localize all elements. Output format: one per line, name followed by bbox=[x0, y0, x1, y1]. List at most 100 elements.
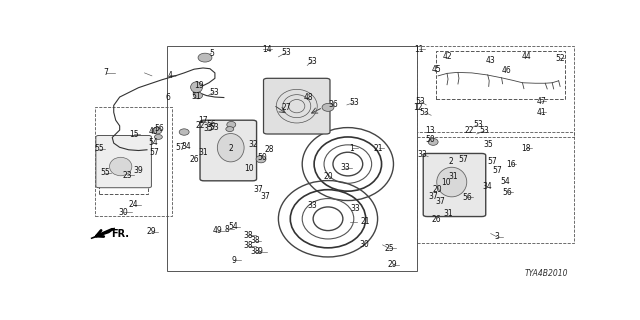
Text: 49: 49 bbox=[213, 226, 223, 235]
Text: 30: 30 bbox=[119, 208, 129, 217]
Text: 53: 53 bbox=[209, 88, 219, 97]
Text: 21: 21 bbox=[360, 218, 370, 227]
FancyBboxPatch shape bbox=[423, 154, 486, 217]
Text: 12: 12 bbox=[413, 103, 423, 112]
Text: 26: 26 bbox=[431, 215, 441, 224]
Ellipse shape bbox=[198, 53, 212, 62]
Text: 11: 11 bbox=[414, 45, 424, 54]
Text: 45: 45 bbox=[431, 65, 441, 74]
Text: 29: 29 bbox=[388, 260, 397, 269]
Text: 53: 53 bbox=[209, 123, 219, 132]
Text: 28: 28 bbox=[265, 145, 274, 154]
Ellipse shape bbox=[227, 121, 236, 128]
Text: 24: 24 bbox=[129, 200, 138, 209]
Ellipse shape bbox=[152, 128, 162, 134]
Text: 27: 27 bbox=[281, 103, 291, 112]
Text: 31: 31 bbox=[448, 172, 458, 181]
Text: 30: 30 bbox=[359, 240, 369, 249]
Ellipse shape bbox=[191, 82, 202, 92]
Text: 10: 10 bbox=[244, 164, 253, 173]
Ellipse shape bbox=[179, 129, 189, 135]
Text: 53: 53 bbox=[415, 97, 425, 106]
Text: 53: 53 bbox=[307, 57, 317, 66]
Ellipse shape bbox=[193, 92, 202, 99]
Text: 57: 57 bbox=[150, 148, 159, 157]
Text: 50: 50 bbox=[258, 153, 268, 163]
Bar bbox=[417, 46, 573, 137]
Ellipse shape bbox=[322, 103, 334, 111]
Bar bbox=[167, 46, 417, 271]
Text: 7: 7 bbox=[103, 68, 108, 77]
Text: 18: 18 bbox=[522, 144, 531, 153]
Text: 56: 56 bbox=[502, 188, 513, 197]
Text: 19: 19 bbox=[194, 81, 204, 90]
Text: 25: 25 bbox=[384, 244, 394, 253]
Text: 35: 35 bbox=[484, 140, 493, 149]
Text: 47: 47 bbox=[536, 97, 546, 106]
Text: TYA4B2010: TYA4B2010 bbox=[525, 269, 568, 278]
Ellipse shape bbox=[226, 127, 234, 132]
Text: 43: 43 bbox=[486, 56, 495, 65]
Text: 4: 4 bbox=[168, 71, 173, 80]
Text: 22: 22 bbox=[464, 126, 474, 135]
Text: 54: 54 bbox=[500, 177, 511, 186]
Text: 53: 53 bbox=[349, 98, 358, 107]
Text: 53: 53 bbox=[473, 120, 483, 129]
Text: 56: 56 bbox=[462, 193, 472, 202]
Ellipse shape bbox=[436, 167, 467, 197]
FancyBboxPatch shape bbox=[96, 135, 152, 188]
Bar bbox=[99, 138, 148, 194]
Ellipse shape bbox=[109, 157, 132, 176]
Text: 53: 53 bbox=[281, 48, 291, 57]
Text: 38: 38 bbox=[250, 236, 260, 245]
FancyBboxPatch shape bbox=[264, 78, 330, 134]
Text: 38: 38 bbox=[244, 230, 253, 240]
Ellipse shape bbox=[256, 156, 266, 163]
Text: 10: 10 bbox=[441, 178, 451, 187]
Text: 57: 57 bbox=[175, 143, 185, 152]
Text: 38: 38 bbox=[244, 241, 253, 250]
Text: 3: 3 bbox=[494, 232, 499, 241]
Text: 23: 23 bbox=[122, 171, 132, 180]
Text: 38: 38 bbox=[250, 247, 260, 256]
Text: 13: 13 bbox=[425, 126, 435, 135]
Text: 33: 33 bbox=[417, 150, 427, 159]
Bar bbox=[95, 108, 172, 216]
Text: 2: 2 bbox=[229, 144, 234, 153]
Bar bbox=[436, 51, 565, 99]
FancyBboxPatch shape bbox=[200, 120, 257, 181]
Text: 6: 6 bbox=[166, 93, 171, 102]
Text: 26: 26 bbox=[189, 155, 199, 164]
Text: 54: 54 bbox=[148, 138, 158, 147]
Text: 20: 20 bbox=[432, 185, 442, 195]
Text: 44: 44 bbox=[522, 52, 531, 61]
Text: 37: 37 bbox=[429, 192, 438, 201]
Text: 34: 34 bbox=[182, 142, 191, 151]
Text: 21: 21 bbox=[374, 144, 383, 153]
Text: 39: 39 bbox=[134, 166, 143, 175]
Text: 56: 56 bbox=[207, 120, 216, 129]
Text: 29: 29 bbox=[146, 227, 156, 236]
Text: 14: 14 bbox=[262, 45, 272, 54]
Text: 51: 51 bbox=[192, 92, 202, 101]
Text: 42: 42 bbox=[442, 52, 452, 61]
Text: 55: 55 bbox=[94, 144, 104, 153]
Text: 37: 37 bbox=[260, 192, 270, 201]
Text: 20: 20 bbox=[323, 172, 333, 181]
Text: 33: 33 bbox=[351, 204, 360, 213]
Text: 8: 8 bbox=[225, 225, 229, 234]
Ellipse shape bbox=[218, 133, 244, 162]
Text: 16: 16 bbox=[506, 160, 515, 169]
Text: 9: 9 bbox=[231, 256, 236, 265]
Text: 1: 1 bbox=[349, 144, 354, 153]
Text: 56: 56 bbox=[154, 124, 164, 133]
Text: 34: 34 bbox=[483, 182, 493, 191]
Text: 55: 55 bbox=[100, 168, 109, 177]
Text: 22: 22 bbox=[195, 121, 205, 130]
Text: 37: 37 bbox=[253, 185, 264, 195]
Text: 15: 15 bbox=[129, 130, 138, 139]
Text: 41: 41 bbox=[536, 108, 546, 117]
Text: 57: 57 bbox=[488, 157, 497, 166]
Text: 33: 33 bbox=[340, 163, 350, 172]
Ellipse shape bbox=[154, 134, 163, 140]
